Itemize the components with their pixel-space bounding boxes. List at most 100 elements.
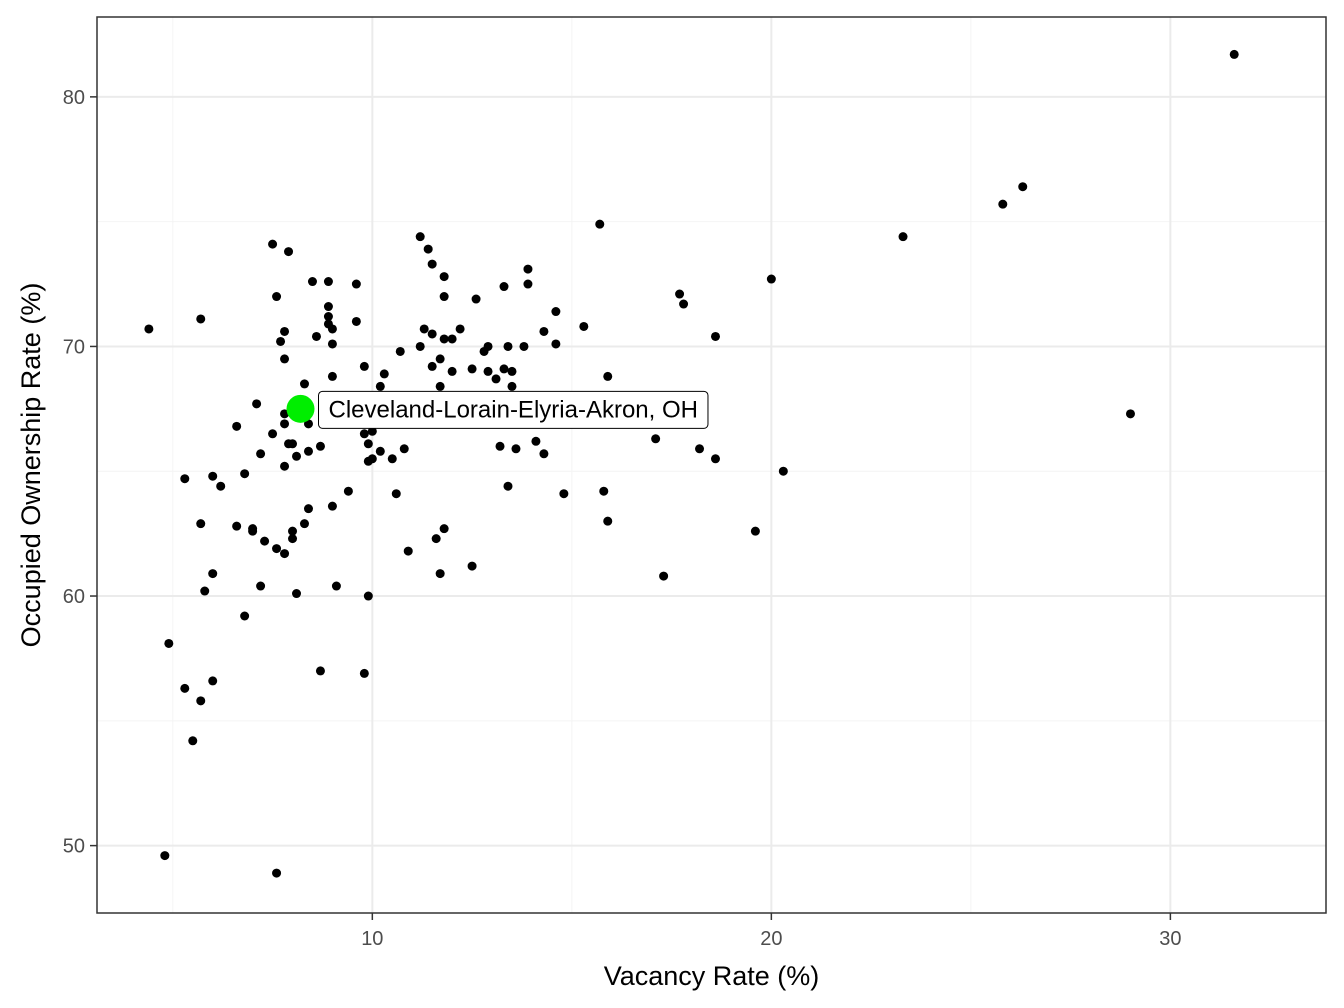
scatter-point: [248, 524, 258, 534]
scatter-point: [260, 536, 270, 546]
scatter-point: [455, 324, 465, 334]
scatter-point: [331, 581, 341, 591]
scatter-point: [327, 501, 337, 511]
scatter-point: [307, 277, 317, 287]
scatter-point: [710, 331, 720, 341]
scatter-point: [435, 354, 445, 364]
scatter-point: [435, 381, 445, 391]
scatter-point: [200, 586, 210, 596]
scatter-point: [387, 454, 397, 464]
scatter-point: [503, 341, 513, 351]
highlighted-point: [286, 394, 315, 423]
scatter-point: [998, 199, 1008, 209]
scatter-point: [1229, 49, 1239, 59]
scatter-point: [232, 421, 242, 431]
scatter-point: [427, 329, 437, 339]
scatter-point: [351, 316, 361, 326]
y-tick-label: 80: [63, 87, 85, 109]
scatter-point: [391, 489, 401, 499]
scatter-point: [551, 307, 561, 317]
scatter-point: [495, 441, 505, 451]
scatter-point: [479, 346, 489, 356]
scatter-point: [415, 232, 425, 242]
scatter-point: [292, 589, 302, 599]
scatter-point: [311, 331, 321, 341]
scatter-point: [651, 434, 661, 444]
scatter-point: [499, 364, 509, 374]
scatter-point: [208, 676, 218, 686]
scatter-point: [208, 569, 218, 579]
scatter-point: [160, 851, 170, 861]
scatter-point: [280, 549, 290, 559]
scatter-point: [359, 668, 369, 678]
scatter-point: [395, 346, 405, 356]
scatter-point: [427, 361, 437, 371]
scatter-point: [531, 436, 541, 446]
scatter-point: [467, 561, 477, 571]
y-axis-title: Occupied Ownership Rate (%): [16, 283, 46, 648]
scatter-point: [1018, 182, 1028, 192]
scatter-point: [467, 364, 477, 374]
scatter-point: [523, 264, 533, 274]
scatter-point: [471, 294, 481, 304]
scatter-point: [276, 336, 286, 346]
scatter-point: [240, 611, 250, 621]
scatter-point: [272, 868, 282, 878]
scatter-point: [519, 341, 529, 351]
scatter-point: [208, 471, 218, 481]
scatter-point: [679, 299, 689, 309]
scatter-point: [499, 282, 509, 292]
scatter-point: [284, 247, 294, 257]
scatter-point: [551, 339, 561, 349]
scatter-point: [431, 534, 441, 544]
scatter-point: [423, 244, 433, 254]
scatter-point: [359, 361, 369, 371]
scatter-point: [196, 696, 206, 706]
scatter-point: [303, 504, 313, 514]
scatter-point: [359, 429, 369, 439]
scatter-point: [439, 334, 449, 344]
scatter-point: [288, 534, 298, 544]
highlight-layer: Cleveland-Lorain-Elyria-Akron, OH: [286, 390, 709, 429]
scatter-point: [240, 469, 250, 479]
scatter-point: [303, 446, 313, 456]
scatter-point: [399, 444, 409, 454]
scatter-point: [778, 466, 788, 476]
scatter-point: [351, 279, 361, 289]
scatter-point: [180, 474, 190, 484]
scatter-point: [327, 339, 337, 349]
scatter-point: [695, 444, 705, 454]
scatter-point: [216, 481, 226, 491]
scatter-point: [427, 259, 437, 269]
scatter-point: [256, 449, 266, 459]
x-tick-label: 10: [361, 928, 383, 950]
scatter-point: [292, 451, 302, 461]
scatter-point: [511, 444, 521, 454]
scatter-point: [447, 366, 457, 376]
scatter-point: [710, 454, 720, 464]
scatter-point: [268, 429, 278, 439]
scatter-point: [403, 546, 413, 556]
scatter-point: [323, 302, 333, 312]
scatter-point: [766, 274, 776, 284]
y-tick-label: 70: [63, 336, 85, 358]
scatter-point: [750, 526, 760, 536]
scatter-point: [675, 289, 685, 299]
data-points: [144, 49, 1239, 878]
scatter-point: [579, 321, 589, 331]
scatter-point: [323, 277, 333, 287]
scatter-point: [419, 324, 429, 334]
scatter-point: [272, 292, 282, 302]
scatter-point: [288, 526, 298, 536]
scatter-point: [188, 736, 198, 746]
scatter-point: [315, 441, 325, 451]
scatter-point: [315, 666, 325, 676]
scatter-point: [252, 399, 262, 409]
scatter-point: [280, 354, 290, 364]
scatter-point: [439, 292, 449, 302]
scatter-point: [375, 446, 385, 456]
scatter-point: [439, 524, 449, 534]
scatter-point: [284, 439, 294, 449]
